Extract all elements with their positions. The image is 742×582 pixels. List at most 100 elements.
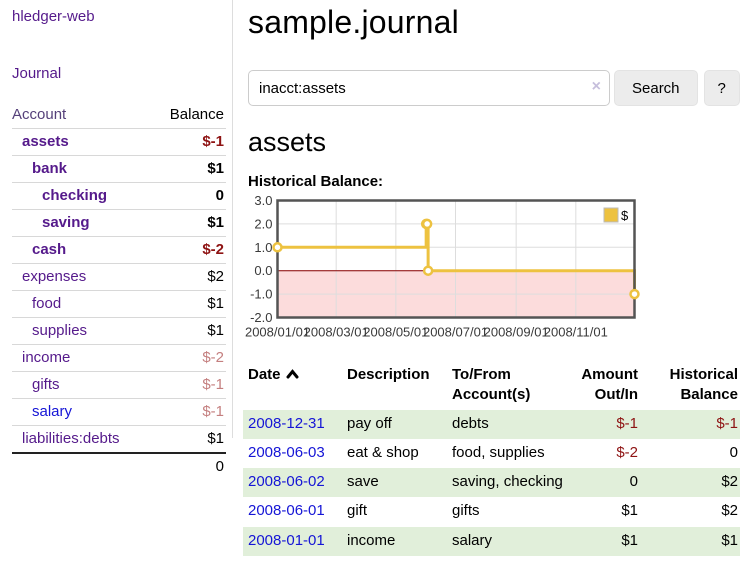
account-row: liabilities:debts $1 [12, 425, 226, 453]
sidebar-account-link[interactable]: saving [42, 214, 90, 231]
transaction-date-link[interactable]: 2008-06-03 [248, 443, 325, 461]
transaction-amount: $-2 [616, 443, 638, 461]
transaction-date-link[interactable]: 2008-06-02 [248, 473, 325, 490]
svg-text:3.0: 3.0 [254, 193, 272, 208]
register-header-accounts: To/From Account(s) [452, 366, 531, 404]
account-row: checking 0 [12, 182, 226, 210]
transaction-accounts: salary [452, 531, 493, 549]
sidebar: hledger-web Journal Account Balance asse… [0, 0, 233, 480]
accounts-total-value: 0 [153, 452, 226, 480]
account-row: income $-2 [12, 344, 226, 372]
transaction-amount: $-1 [616, 414, 638, 432]
sidebar-account-link[interactable]: cash [32, 241, 67, 258]
sidebar-account-link[interactable]: expenses [22, 268, 87, 285]
accounts-header-account: Account [12, 106, 67, 123]
accounts-total-row: 0 [12, 452, 226, 480]
account-balance: $-1 [153, 398, 226, 426]
account-balance: $-2 [153, 236, 226, 264]
table-row: 2008-01-01 income salary $1 $1 [243, 526, 740, 556]
sidebar-account-link[interactable]: checking [42, 187, 108, 204]
account-row: salary $-1 [12, 398, 226, 426]
account-balance: $1 [153, 209, 226, 237]
transaction-balance: $2 [721, 502, 738, 520]
sidebar-account-link[interactable]: salary [32, 403, 73, 420]
sidebar-account-link[interactable]: gifts [32, 376, 60, 393]
sidebar-account-link[interactable]: assets [22, 133, 69, 150]
brand-link[interactable]: hledger-web [12, 8, 95, 25]
table-row: 2008-06-03 eat & shop food, supplies $-2 0 [243, 439, 740, 468]
account-balance: $1 [153, 155, 226, 183]
register-header-date[interactable]: Date [243, 362, 342, 410]
account-row: bank $1 [12, 155, 226, 183]
transaction-balance: $-1 [716, 414, 738, 432]
register-header-amount: Amount Out/In [581, 366, 638, 404]
sidebar-account-link[interactable]: bank [32, 160, 68, 177]
chart-title: Historical Balance: [248, 173, 384, 190]
main-content: sample.journal × Search ? assets Histori… [243, 0, 740, 556]
transaction-accounts: gifts [452, 502, 480, 520]
search-button[interactable]: Search [614, 70, 698, 106]
account-balance: $1 [153, 317, 226, 345]
account-heading: assets [248, 127, 327, 157]
transaction-description: income [347, 531, 396, 549]
transaction-amount: $1 [621, 502, 638, 520]
account-row: cash $-2 [12, 236, 226, 264]
page-title: sample.journal [248, 4, 459, 40]
svg-text:0.0: 0.0 [254, 263, 272, 278]
sidebar-account-link[interactable]: liabilities:debts [22, 430, 120, 447]
register-header-description: Description [347, 366, 430, 383]
sidebar-item-journal[interactable]: Journal [12, 65, 62, 82]
svg-text:2008/07/01: 2008/07/01 [423, 325, 488, 340]
sidebar-account-link[interactable]: food [32, 295, 62, 312]
accounts-table: Account Balance assets $-1 bank $1 checking 0… [12, 102, 226, 480]
account-row: food $1 [12, 290, 226, 318]
historical-balance-chart: $3.0 2.0 1.0 0.0 -1.0 -2.0 2008/01/01 2008/03/0… [245, 193, 640, 346]
sidebar-account-link[interactable]: income [22, 349, 71, 366]
transaction-accounts: saving, checking [452, 473, 563, 490]
help-button[interactable]: ? [703, 70, 740, 106]
transaction-description: save [347, 473, 379, 490]
account-balance: $1 [153, 425, 226, 453]
transaction-balance: 0 [729, 443, 738, 461]
transaction-date-link[interactable]: 2008-06-01 [248, 502, 325, 520]
register-table: Date Description To/From Account(s) Amou… [243, 362, 740, 556]
account-row: gifts $-1 [12, 371, 226, 399]
account-balance: $-1 [153, 371, 226, 399]
account-balance: 0 [153, 182, 226, 210]
transaction-description: pay off [347, 414, 392, 432]
svg-text:2008/03/01: 2008/03/01 [304, 325, 369, 340]
transaction-balance: $1 [721, 531, 738, 549]
transaction-accounts: debts [452, 414, 489, 432]
clear-search-icon[interactable]: × [591, 78, 601, 95]
chart-canvas: $3.0 2.0 1.0 0.0 -1.0 -2.02008/01/012008/03/0… [245, 193, 640, 340]
register-header-row: Date Description To/From Account(s) Amou… [243, 362, 740, 410]
account-balance: $2 [153, 263, 226, 291]
search-input[interactable] [248, 70, 610, 106]
account-row: supplies $1 [12, 317, 226, 345]
svg-text:-2.0: -2.0 [250, 310, 272, 325]
sidebar-account-link[interactable]: supplies [32, 322, 88, 339]
transaction-date-link[interactable]: 2008-12-31 [248, 414, 325, 432]
accounts-header-balance: Balance [169, 106, 224, 123]
transaction-date-link[interactable]: 2008-01-01 [248, 531, 325, 549]
account-balance: $-1 [153, 128, 226, 156]
svg-text:1.0: 1.0 [254, 240, 272, 255]
transaction-balance: $2 [721, 473, 738, 490]
table-row: 2008-06-01 gift gifts $1 $2 [243, 497, 740, 526]
account-row: expenses $2 [12, 263, 226, 291]
account-row: saving $1 [12, 209, 226, 237]
transaction-accounts: food, supplies [452, 443, 545, 461]
register-header-balance: Historical Balance [669, 366, 738, 404]
transaction-amount: $1 [621, 531, 638, 549]
search-form: × Search ? [248, 70, 740, 106]
account-balance: $-2 [153, 344, 226, 372]
svg-text:2.0: 2.0 [254, 216, 272, 231]
table-row: 2008-12-31 pay off debts $-1 $-1 [243, 409, 740, 439]
transaction-amount: 0 [629, 473, 638, 490]
svg-text:2008/01/01: 2008/01/01 [245, 325, 310, 340]
svg-text:2008/11/01: 2008/11/01 [544, 325, 608, 340]
account-balance: $1 [153, 290, 226, 318]
table-row: 2008-06-02 save saving, checking 0 $2 [243, 468, 740, 498]
svg-text:2008/05/01: 2008/05/01 [363, 325, 428, 340]
transaction-description: gift [347, 502, 368, 520]
